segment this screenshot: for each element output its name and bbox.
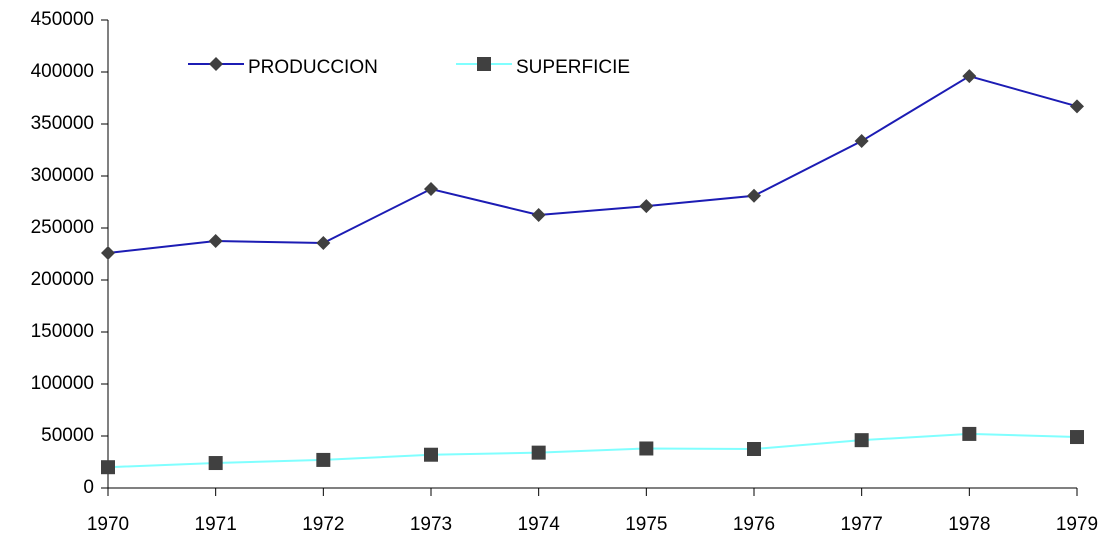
marker (854, 134, 869, 149)
marker (208, 234, 223, 248)
series-line (107, 432, 1078, 469)
marker (1070, 430, 1084, 445)
marker (208, 456, 223, 471)
y-tick-label: 450000 (31, 9, 94, 30)
x-tick-label: 1975 (625, 514, 667, 535)
x-tick-label: 1970 (87, 514, 129, 535)
x-tick-label: 1974 (518, 514, 561, 535)
marker (962, 69, 977, 84)
marker (316, 452, 331, 467)
y-tick-label: 50000 (41, 425, 94, 446)
x-tick-label: 1972 (302, 514, 344, 535)
marker (101, 460, 115, 475)
y-tick-label: 150000 (31, 321, 94, 342)
y-tick-label: 250000 (31, 217, 94, 238)
marker (854, 433, 869, 448)
y-tick-label: 0 (83, 477, 94, 498)
y-tick-label: 200000 (31, 269, 94, 290)
marker (1070, 99, 1084, 114)
x-tick-label: 1977 (841, 514, 883, 535)
marker (424, 447, 438, 462)
marker (531, 445, 546, 460)
y-tick-label: 100000 (31, 373, 94, 394)
marker (424, 182, 438, 196)
y-tick-label: 300000 (31, 165, 94, 186)
marker (962, 426, 977, 441)
x-tick-label: 1971 (195, 514, 237, 535)
x-tick-label: 1976 (733, 514, 775, 535)
legend-label: SUPERFICIE (516, 57, 630, 78)
marker (209, 57, 223, 71)
x-tick-label: 1978 (948, 514, 990, 535)
legend-label: PRODUCCION (248, 57, 378, 78)
marker (316, 235, 331, 250)
marker (639, 199, 654, 214)
x-tick-label: 1973 (410, 514, 452, 535)
marker (639, 441, 654, 456)
marker (747, 442, 761, 456)
y-tick-label: 350000 (31, 113, 94, 134)
marker (747, 188, 761, 203)
y-tick-label: 400000 (31, 61, 94, 82)
marker (531, 208, 546, 222)
series-line (107, 75, 1078, 254)
marker (101, 245, 115, 260)
marker (477, 57, 491, 71)
x-tick-label: 1979 (1056, 514, 1098, 535)
